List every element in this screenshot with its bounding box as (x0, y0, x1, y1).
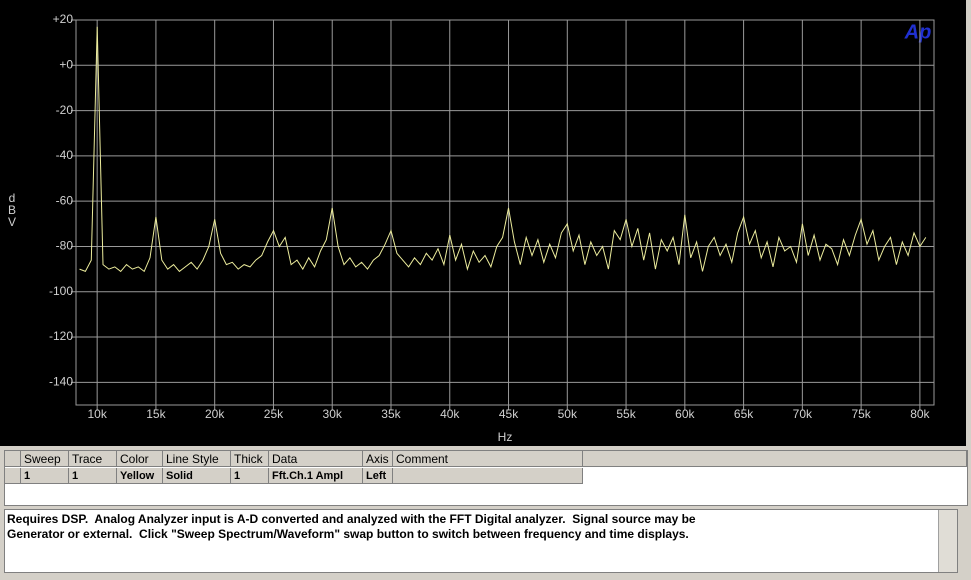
x-tick-label: 20k (205, 407, 225, 421)
trace-line (79, 26, 927, 273)
logo: Ap (904, 21, 932, 43)
x-tick-label: 15k (146, 407, 166, 421)
y-tick-label: -40 (56, 148, 74, 162)
trace-table: Sweep Trace Color Line Style Thick Data Axis Co… (4, 450, 968, 506)
y-tick-label: -140 (49, 375, 73, 389)
table-cell[interactable]: 1 (69, 468, 117, 484)
column-header: Trace (69, 451, 117, 467)
row-checkbox[interactable] (5, 468, 21, 484)
x-tick-label: 45k (499, 407, 519, 421)
column-header: Color (117, 451, 163, 467)
table-cell[interactable] (393, 468, 583, 484)
x-tick-label: 65k (734, 407, 754, 421)
y-tick-label: -80 (56, 239, 74, 253)
y-tick-label: -20 (56, 103, 74, 117)
x-tick-label: 35k (381, 407, 401, 421)
x-tick-label: 80k (910, 407, 930, 421)
x-tick-label: 25k (264, 407, 284, 421)
header-filler (583, 451, 967, 467)
x-tick-label: 75k (851, 407, 871, 421)
table-cell[interactable]: Yellow (117, 468, 163, 484)
y-tick-label: -60 (56, 193, 74, 207)
y-tick-label: +0 (59, 57, 73, 71)
header-corner (5, 451, 21, 467)
column-header: Data (269, 451, 363, 467)
column-header: Thick (231, 451, 269, 467)
chart: Ap Hz +20 +0 -20 -40 -60 -80 -100 -120 -140 10k 15… (0, 0, 966, 446)
x-tick-label: 10k (87, 407, 107, 421)
description-line: Requires DSP. Analog Analyzer input is A… (7, 512, 696, 526)
table-cell[interactable]: Fft.Ch.1 Ampl (269, 468, 363, 484)
column-header: Comment (393, 451, 583, 467)
column-header: Sweep (21, 451, 69, 467)
table-cell[interactable]: 1 (21, 468, 69, 484)
description-box: Requires DSP. Analog Analyzer input is A… (4, 509, 958, 573)
column-header: Axis (363, 451, 393, 467)
x-tick-label: 60k (675, 407, 695, 421)
x-tick-label: 70k (793, 407, 813, 421)
table-cell[interactable]: Solid (163, 468, 231, 484)
description-line: Generator or external. Click "Sweep Spec… (7, 527, 689, 541)
x-tick-label: 55k (616, 407, 636, 421)
y-tick-label: +20 (53, 12, 74, 26)
y-tick-label: -100 (49, 284, 73, 298)
y-axis-label: dBV (8, 191, 17, 229)
chart-background (0, 0, 966, 446)
x-axis-label: Hz (498, 430, 513, 444)
y-tick-label: -120 (49, 329, 73, 343)
x-tick-label: 50k (558, 407, 578, 421)
table-cell[interactable]: Left (363, 468, 393, 484)
table-cell[interactable]: 1 (231, 468, 269, 484)
x-tick-label: 30k (323, 407, 343, 421)
x-tick-label: 40k (440, 407, 460, 421)
scrollbar[interactable] (938, 510, 957, 572)
column-header: Line Style (163, 451, 231, 467)
